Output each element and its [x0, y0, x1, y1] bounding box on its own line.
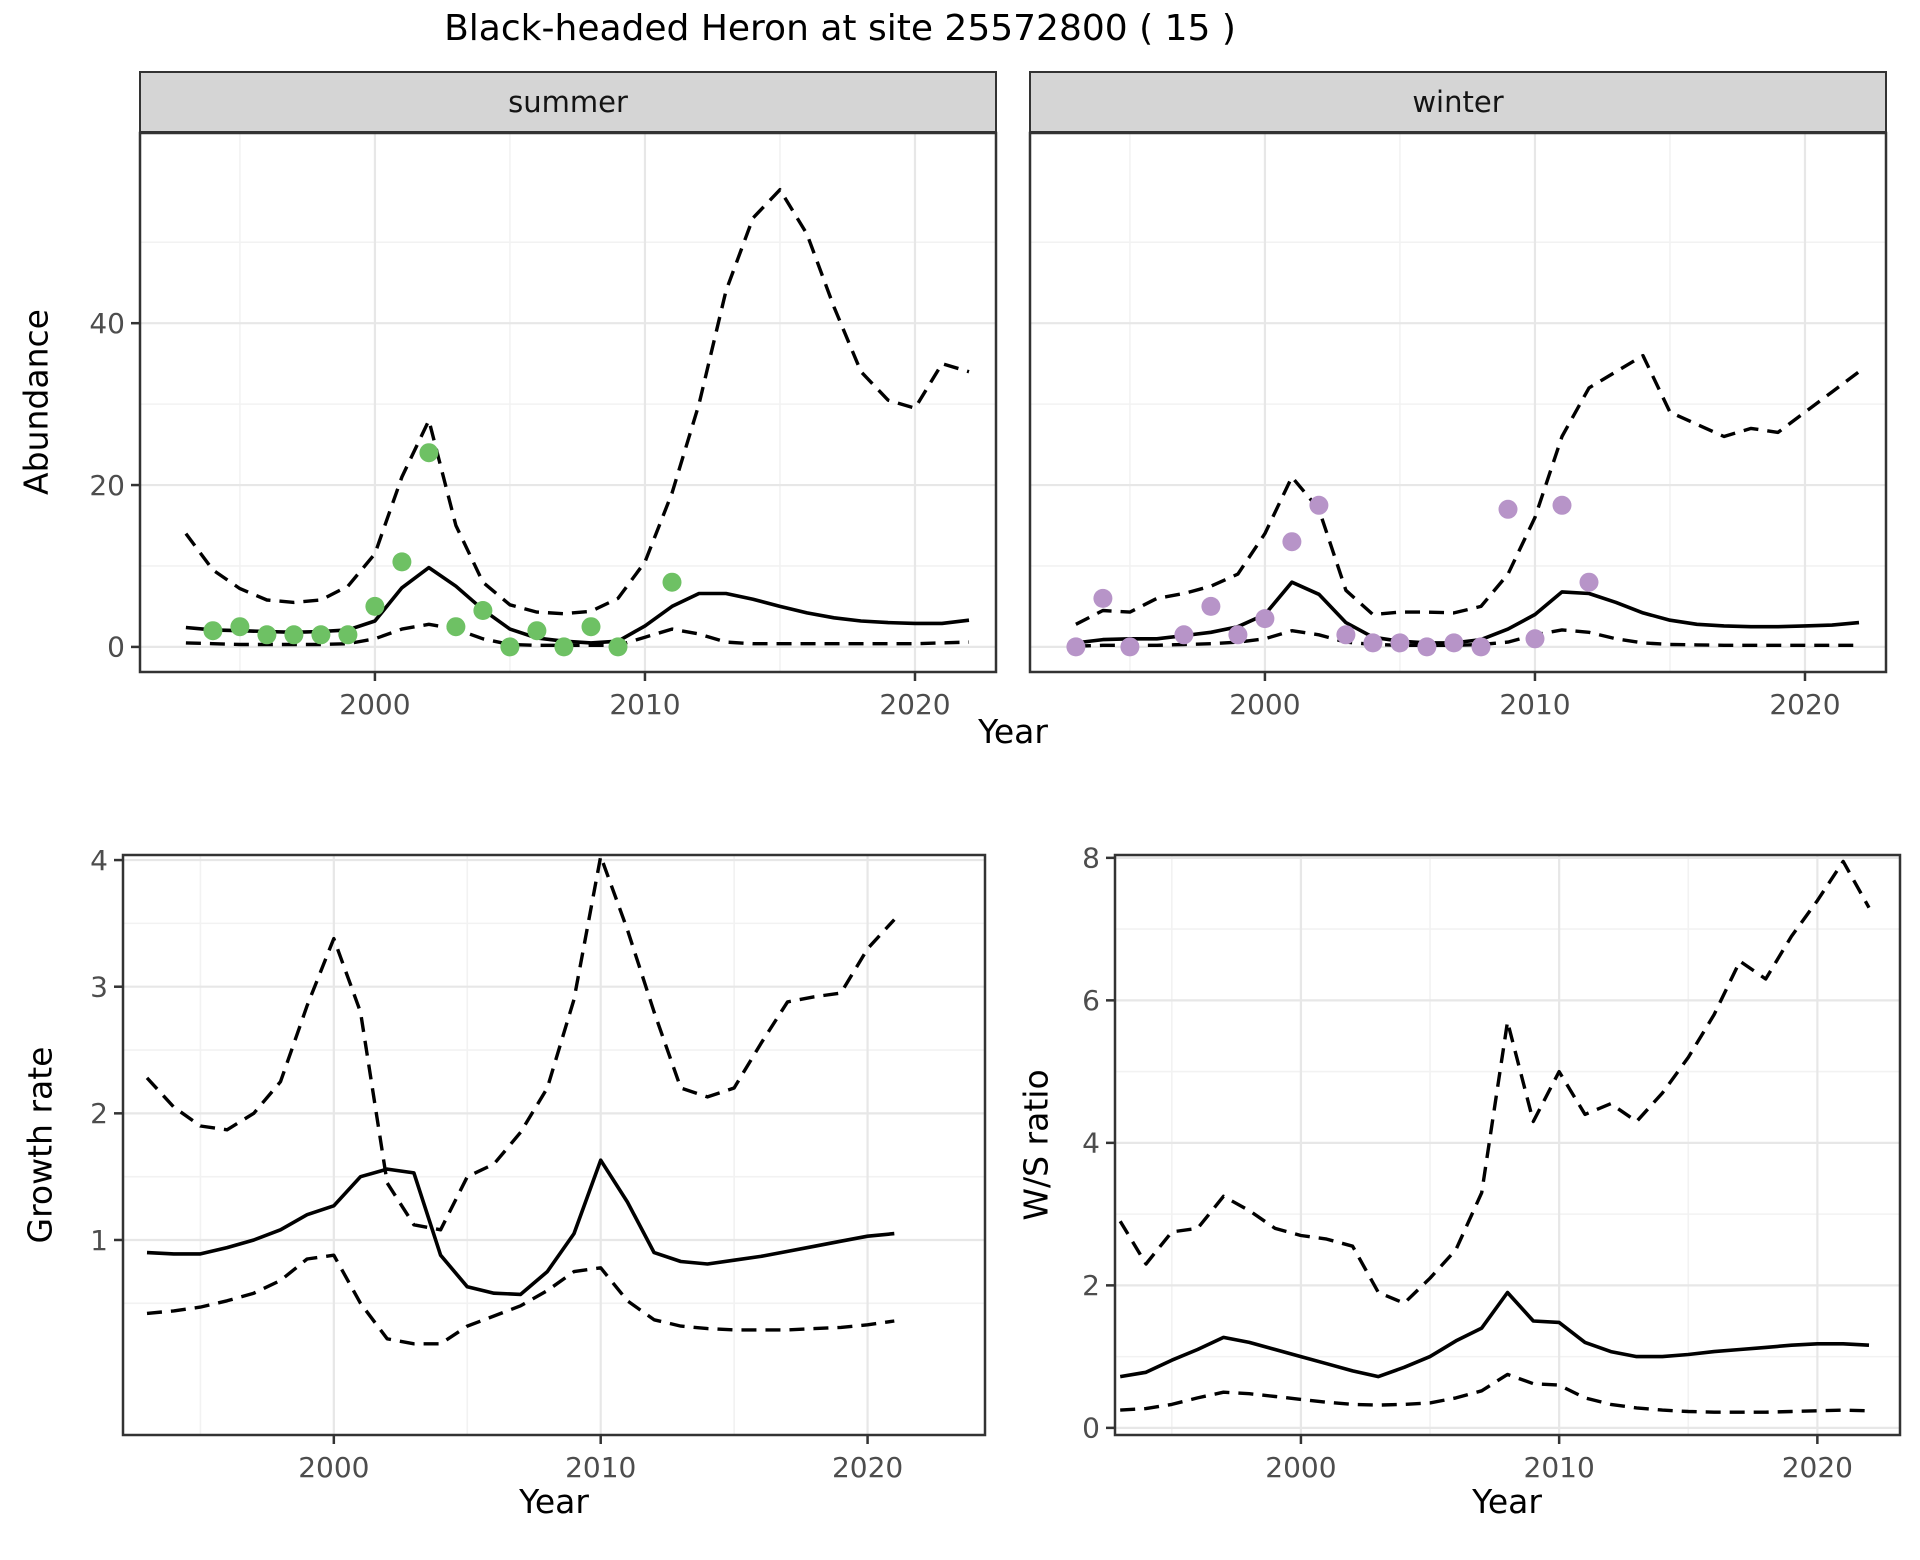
winter-lower-ci-line: [1075, 628, 1859, 648]
x-tick-label: 2020: [1769, 688, 1840, 721]
winter-observation-point: [1336, 625, 1356, 645]
winter-observation-point: [1282, 532, 1302, 552]
x-tick-label: 2000: [1265, 1451, 1336, 1484]
winter-observation-point: [1363, 633, 1383, 653]
summer-observation-point: [662, 572, 682, 592]
y-tick-label: 20: [89, 469, 125, 502]
y-tick-label: 40: [89, 307, 125, 340]
summer-observation-point: [419, 443, 439, 463]
winter-observation-point: [1525, 629, 1545, 649]
facet-strip-winter: winter: [1029, 71, 1887, 133]
panel-background: [140, 133, 996, 672]
winter-observation-point: [1552, 495, 1572, 515]
panel-border: [121, 853, 987, 1437]
winter-observation-point: [1093, 588, 1113, 608]
growth_rate-upper-ci-line: [145, 854, 896, 1232]
y-tick-label: 8: [1082, 842, 1100, 875]
summer-upper-ci-line: [184, 188, 970, 616]
winter-observation-point: [1174, 625, 1194, 645]
x-axis-title-growth-rate: Year: [519, 1482, 589, 1521]
summer-observation-point: [203, 621, 223, 641]
winter-observation-point: [1228, 625, 1248, 645]
y-tick-label: 6: [1082, 984, 1100, 1017]
y-tick-label: 4: [90, 844, 108, 877]
winter-observation-point: [1390, 633, 1410, 653]
summer-observation-point: [554, 637, 574, 657]
x-tick-label: 2000: [339, 688, 410, 721]
y-axis-title-growth-rate: Growth rate: [20, 1046, 60, 1244]
y-axis-title-abundance: Abundance: [16, 309, 56, 495]
facet-strip-winter-label: winter: [1412, 85, 1504, 119]
y-tick-label: 0: [107, 631, 125, 664]
facet-strip-summer: summer: [139, 71, 997, 133]
facet-strip-summer-label: summer: [508, 85, 628, 119]
summer-observation-point: [500, 637, 520, 657]
y-tick-label: 3: [90, 971, 108, 1004]
y-tick-label: 2: [90, 1097, 108, 1130]
x-tick-label: 2010: [1524, 1451, 1595, 1484]
x-axis-title-ws-ratio: Year: [1472, 1482, 1542, 1521]
winter-median-line: [1075, 580, 1860, 645]
growth_rate-lower-ci-line: [146, 1253, 895, 1346]
summer-observation-point: [257, 625, 277, 645]
panel-border: [1028, 131, 1888, 674]
growth_rate-median-line: [146, 1158, 895, 1297]
ws_ratio-upper-ci-line: [1118, 859, 1871, 1305]
panel-growth_rate: 2000 2010 2020 1 2 3 4: [90, 844, 987, 1484]
x-tick-label: 2020: [879, 688, 950, 721]
summer-observation-point: [311, 625, 331, 645]
panel-ws_ratio: 2000 2010 2020 0 2 4 6 8: [1082, 842, 1902, 1484]
page-title: Black-headed Heron at site 25572800 ( 15…: [444, 8, 1236, 49]
winter-observation-point: [1255, 609, 1275, 629]
winter-observation-point: [1066, 637, 1086, 657]
y-tick-label: 2: [1082, 1269, 1100, 1302]
ws_ratio-lower-ci-line: [1120, 1372, 1870, 1414]
summer-observation-point: [338, 625, 358, 645]
summer-lower-ci-line: [185, 622, 970, 647]
summer-observation-point: [392, 552, 412, 572]
x-tick-label: 2010: [565, 1451, 636, 1484]
winter-observation-point: [1201, 596, 1221, 616]
panel-winter: 2000 2010 2020: [1028, 131, 1888, 721]
x-tick-label: 2000: [298, 1451, 369, 1484]
winter-observation-point: [1471, 637, 1491, 657]
panel-background: [1030, 133, 1886, 672]
summer-observation-point: [581, 617, 601, 637]
y-tick-label: 4: [1082, 1127, 1100, 1160]
ws_ratio-median-line: [1119, 1290, 1870, 1379]
y-tick-label: 1: [90, 1224, 108, 1257]
x-tick-label: 2010: [1499, 688, 1570, 721]
x-tick-label: 2020: [832, 1451, 903, 1484]
x-axis-title-top: Year: [978, 712, 1048, 751]
y-tick-label: 0: [1082, 1412, 1100, 1445]
panel-background: [1115, 855, 1900, 1435]
panel-summer: 2000 2010 2020 0 20 40: [89, 131, 998, 721]
summer-observation-point: [446, 617, 466, 637]
summer-observation-point: [608, 637, 628, 657]
summer-observation-point: [284, 625, 304, 645]
winter-observation-point: [1444, 633, 1464, 653]
winter-upper-ci-line: [1075, 353, 1861, 626]
x-tick-label: 2010: [609, 688, 680, 721]
summer-observation-point: [473, 601, 493, 620]
winter-observation-point: [1498, 499, 1518, 519]
panel-border: [1113, 853, 1902, 1437]
summer-observation-point: [230, 617, 250, 637]
y-axis-title-ws-ratio: W/S ratio: [1016, 1069, 1056, 1221]
winter-observation-point: [1309, 495, 1329, 515]
panel-border: [138, 131, 998, 674]
winter-observation-point: [1120, 637, 1140, 657]
x-tick-label: 2020: [1782, 1451, 1853, 1484]
x-tick-label: 2000: [1229, 688, 1300, 721]
summer-observation-point: [527, 621, 547, 641]
summer-observation-point: [365, 596, 385, 616]
panel-background: [123, 855, 985, 1435]
winter-observation-point: [1417, 637, 1437, 657]
winter-observation-point: [1579, 572, 1599, 592]
